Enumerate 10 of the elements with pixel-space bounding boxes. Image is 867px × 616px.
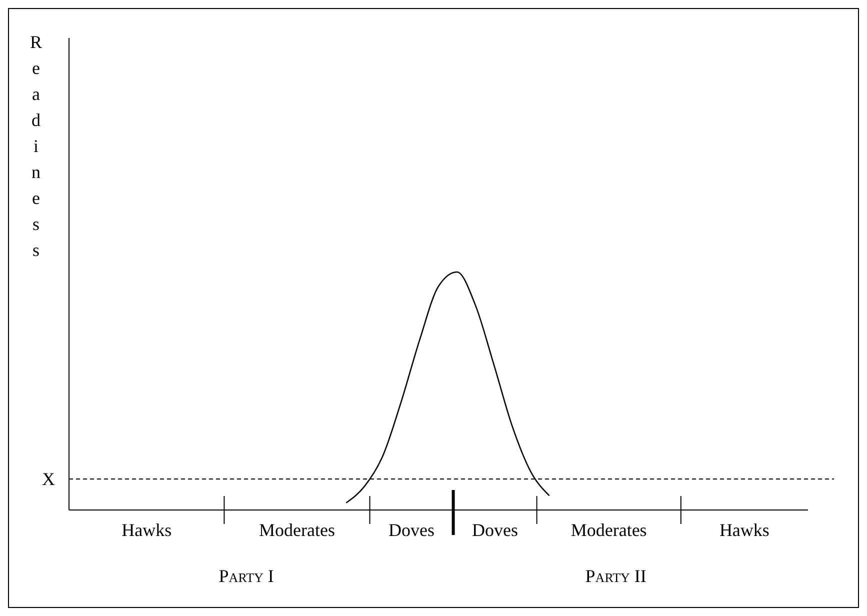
text: Moderates bbox=[258, 520, 335, 540]
ref-line-label: X bbox=[42, 469, 55, 490]
text: Doves bbox=[472, 520, 518, 540]
text: Moderates bbox=[570, 520, 647, 540]
text: Readiness bbox=[30, 32, 42, 260]
text: Doves bbox=[388, 520, 435, 540]
text: Hawks bbox=[122, 520, 172, 540]
text: Hawks bbox=[719, 520, 770, 540]
text: Party I bbox=[218, 566, 274, 586]
text: Party II bbox=[585, 566, 646, 586]
